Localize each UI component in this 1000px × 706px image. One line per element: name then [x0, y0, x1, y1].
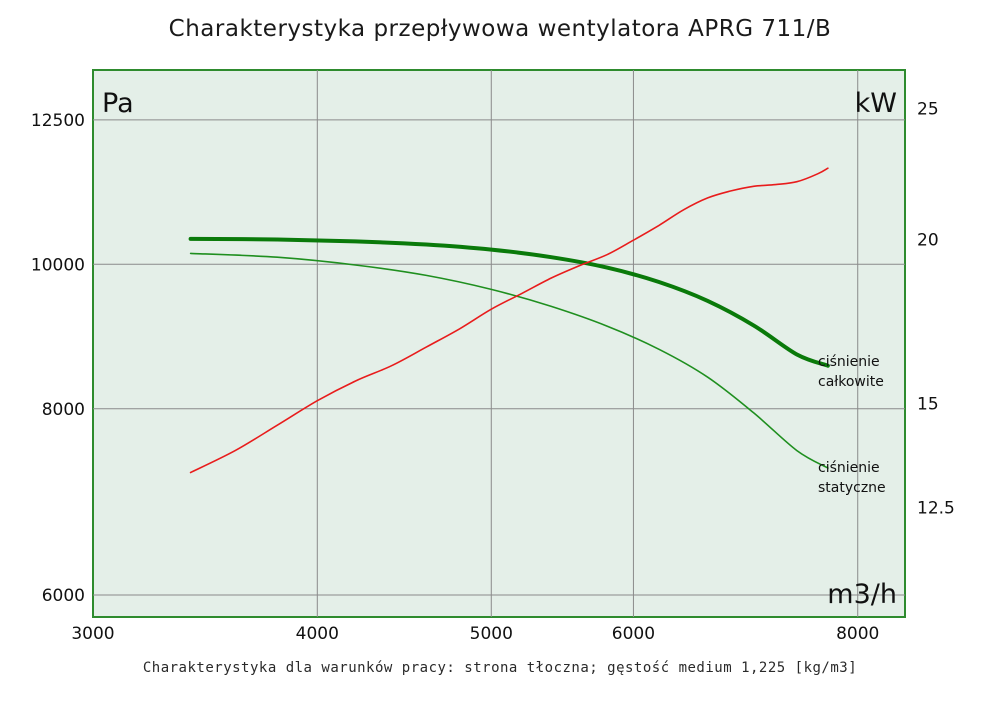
y-left-unit-label: Pa: [102, 88, 134, 119]
y-right-tick-label: 15: [917, 395, 939, 415]
x-tick-label: 4000: [296, 624, 339, 644]
plot-area: [92, 69, 906, 618]
x-tick-label: 5000: [470, 624, 513, 644]
series-line-cisnienie-calkowite: [188, 236, 830, 368]
series-line-moc: [189, 167, 829, 474]
series-label-line2: całkowite: [818, 374, 884, 390]
y-right-tick-label: 20: [917, 231, 939, 251]
x-tick-label: 3000: [71, 624, 114, 644]
series-layer: [188, 167, 830, 474]
series-line-cisnienie-statyczne: [189, 252, 829, 469]
y-left-tick-label: 10000: [31, 255, 85, 275]
grid-lines: [93, 70, 905, 617]
chart-footnote: Charakterystyka dla warunków pracy: stro…: [142, 660, 858, 676]
series-label-line2: statyczne: [818, 480, 886, 496]
y-left-tick-label: 6000: [42, 586, 85, 606]
series-label-line1: ciśnienie: [818, 460, 880, 476]
x-tick-label: 8000: [836, 624, 879, 644]
tick-labels: 3000 4000 5000 6000 8000 6000 8000 10000 12500 25…: [31, 99, 955, 644]
y-right-tick-label: 12.5: [917, 499, 955, 519]
y-right-tick-label: 25: [917, 99, 939, 119]
series-label-line1: ciśnienie: [818, 354, 880, 370]
y-right-unit-label: kW: [855, 88, 897, 119]
x-tick-label: 6000: [612, 624, 655, 644]
series-annotations: ciśnienie całkowite ciśnienie statyczne: [818, 354, 886, 496]
y-left-tick-label: 8000: [42, 400, 85, 420]
x-unit-label: m3/h: [827, 579, 897, 610]
chart-title: Charakterystyka przepływowa wentylatora …: [168, 16, 832, 42]
y-left-tick-label: 12500: [31, 111, 85, 131]
